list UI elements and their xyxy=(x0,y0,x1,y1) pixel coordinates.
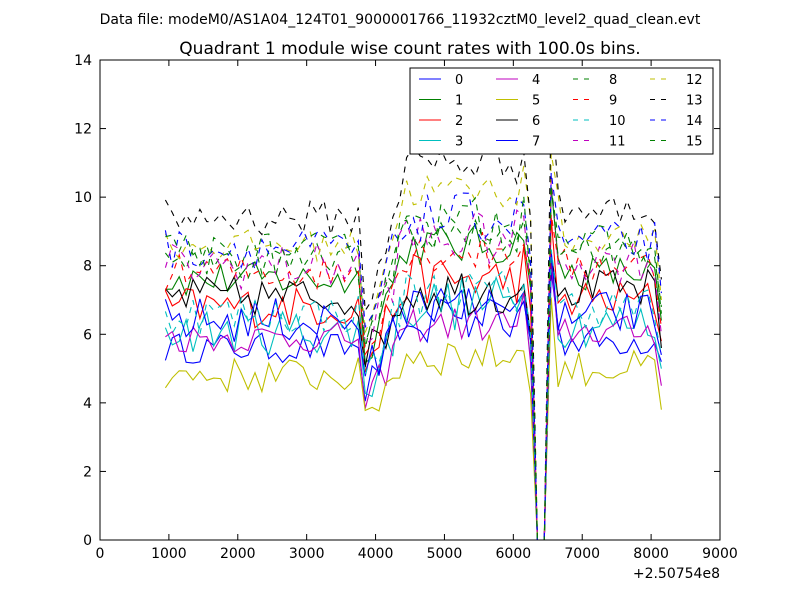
legend-box xyxy=(409,67,714,155)
legend-label-11: 11 xyxy=(609,135,626,150)
series-line-5 xyxy=(164,297,662,541)
chart-title: Quadrant 1 module wise count rates with … xyxy=(179,39,640,59)
x-tick-label: 9000 xyxy=(702,546,738,562)
legend-label-7: 7 xyxy=(532,135,540,150)
series-line-9 xyxy=(164,214,662,541)
legend-label-5: 5 xyxy=(532,94,540,109)
y-tick-label: 12 xyxy=(74,122,92,138)
x-tick-label: 5000 xyxy=(427,546,463,562)
data-file-label: Data file: modeM0/AS1A04_124T01_90000017… xyxy=(100,12,701,28)
legend-label-8: 8 xyxy=(609,73,617,88)
x-offset-label: +2.50754e8 xyxy=(633,566,720,582)
plot-frame xyxy=(99,59,721,541)
series-line-11 xyxy=(164,176,662,541)
y-tick-label: 10 xyxy=(74,190,92,206)
legend-label-2: 2 xyxy=(455,114,463,129)
legend-label-3: 3 xyxy=(455,135,463,150)
x-tick-label: 0 xyxy=(96,546,105,562)
series-line-1 xyxy=(165,187,662,541)
y-tick-label: 8 xyxy=(83,259,92,275)
x-tick-label: 7000 xyxy=(564,546,600,562)
legend-label-0: 0 xyxy=(455,73,463,88)
series-line-12 xyxy=(164,153,662,541)
y-tick-label: 4 xyxy=(83,396,92,412)
y-tick-label: 6 xyxy=(83,327,92,343)
series-line-14 xyxy=(164,172,662,541)
y-tick-label: 14 xyxy=(74,53,92,69)
legend-label-6: 6 xyxy=(532,114,540,129)
legend-label-12: 12 xyxy=(686,73,703,88)
x-tick-label: 1000 xyxy=(151,546,187,562)
series-line-0 xyxy=(164,271,662,541)
series-line-8 xyxy=(164,188,662,541)
series-line-2 xyxy=(164,218,662,541)
series-lines xyxy=(164,98,662,541)
legend-label-14: 14 xyxy=(686,114,703,129)
series-line-10 xyxy=(164,249,662,541)
legend-label-10: 10 xyxy=(609,114,626,129)
x-tick-label: 6000 xyxy=(496,546,532,562)
series-line-3 xyxy=(164,250,662,541)
x-tick-label: 3000 xyxy=(289,546,325,562)
legend-label-13: 13 xyxy=(686,94,703,109)
series-line-15 xyxy=(165,185,662,541)
x-tick-label: 8000 xyxy=(633,546,669,562)
axes: 0 1000 2000 3000 4000 5000 6000 7000 8000 9000 0 2 4… xyxy=(74,53,738,562)
legend-label-1: 1 xyxy=(455,94,463,109)
series-line-7 xyxy=(164,250,662,541)
legend-label-9: 9 xyxy=(609,94,617,109)
y-tick-label: 0 xyxy=(83,533,92,549)
y-tick-label: 2 xyxy=(83,464,92,480)
series-line-6 xyxy=(164,255,662,541)
legend-label-15: 15 xyxy=(686,135,703,150)
legend-label-4: 4 xyxy=(532,73,540,88)
x-tick-label: 2000 xyxy=(220,546,256,562)
series-line-4 xyxy=(165,260,662,541)
x-tick-label: 4000 xyxy=(358,546,394,562)
